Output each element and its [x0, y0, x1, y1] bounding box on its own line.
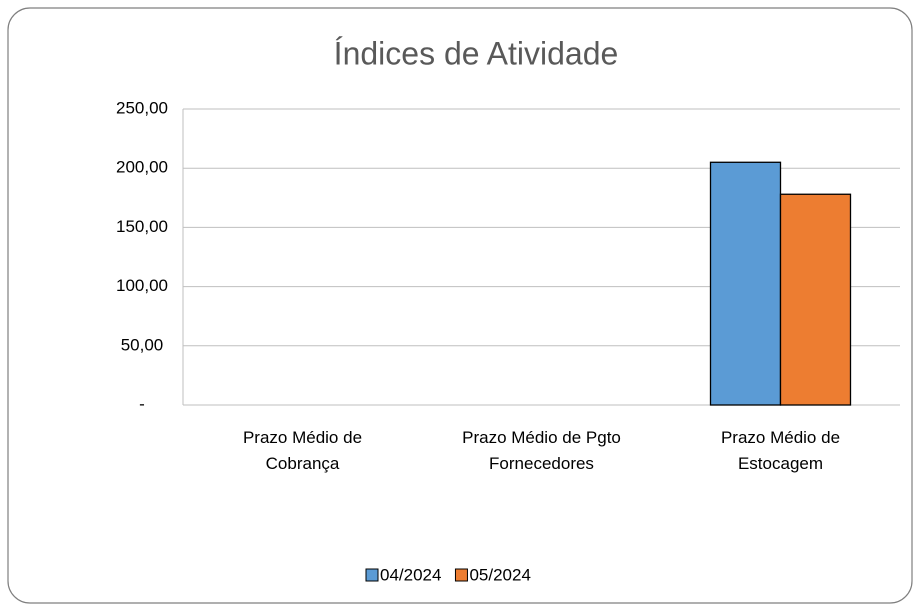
- y-tick-label: 150,00: [116, 217, 168, 236]
- legend-label: 05/2024: [469, 565, 530, 584]
- y-tick-label: 200,00: [116, 158, 168, 177]
- x-tick-label: Prazo Médio de Pgto Fornecedores: [462, 428, 621, 473]
- y-tick-label: 50,00: [121, 335, 164, 354]
- bar: [709, 161, 782, 406]
- legend-swatch: [365, 568, 379, 582]
- chart-frame: [7, 7, 913, 604]
- chart-title: Índices de Atividade: [334, 35, 619, 71]
- x-tick-label: Prazo Médio de Cobrança: [242, 428, 363, 473]
- y-tick-label: 100,00: [116, 276, 168, 295]
- legend-swatch: [454, 568, 468, 582]
- legend-label: 04/2024: [380, 565, 441, 584]
- y-tick-label: 250,00: [116, 98, 168, 117]
- x-tick-label: Prazo Médio de Estocagem: [720, 428, 841, 473]
- bar: [779, 193, 852, 406]
- y-tick-label: -: [139, 394, 145, 413]
